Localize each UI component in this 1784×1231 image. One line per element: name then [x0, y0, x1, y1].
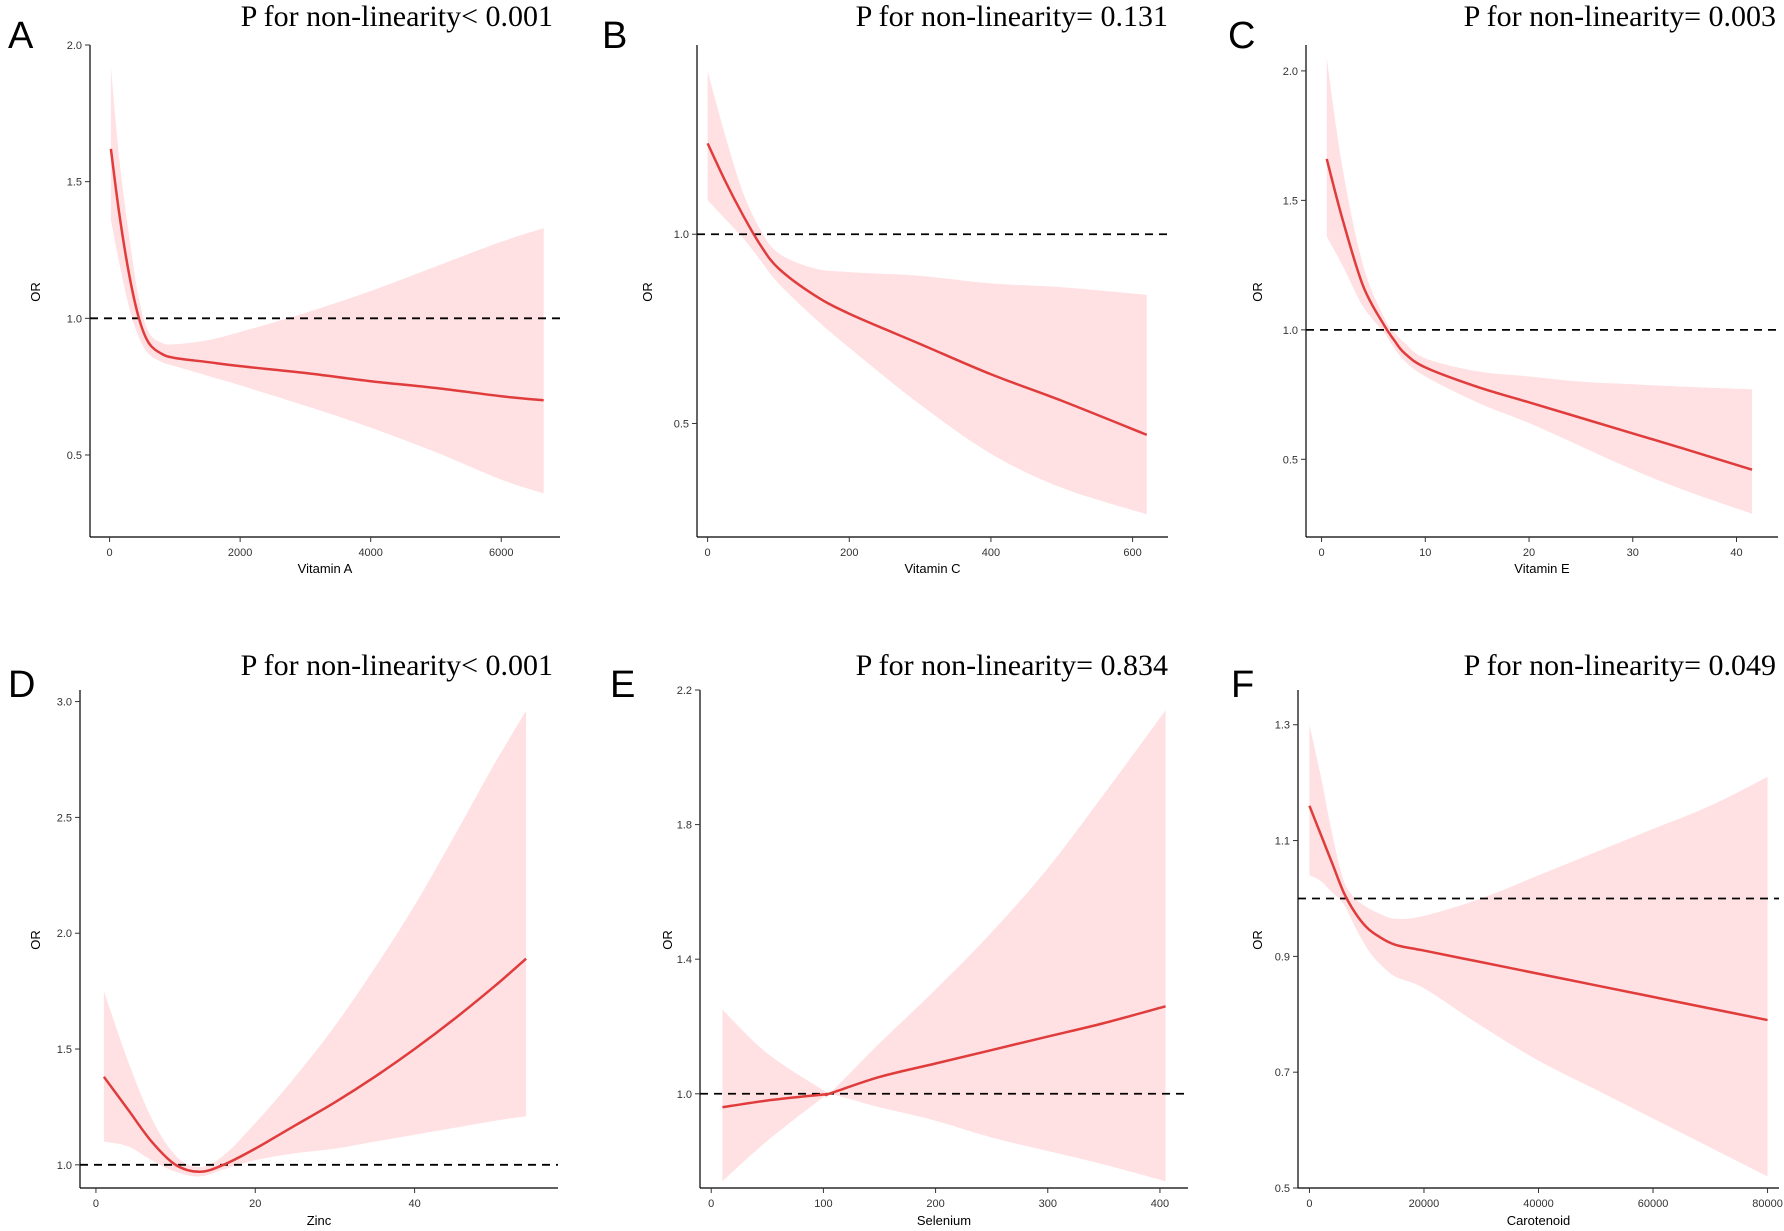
- y-tick-label-e: 1.0: [677, 1089, 692, 1101]
- ci-band-f: [1309, 724, 1768, 1177]
- y-tick-label-a: 1.0: [67, 313, 82, 325]
- y-axis-title-d: OR: [28, 930, 43, 950]
- x-tick-label-b: 0: [705, 547, 711, 559]
- x-tick-label-e: 300: [1039, 1198, 1057, 1210]
- x-tick-label-b: 200: [840, 547, 858, 559]
- y-axis-title-a: OR: [28, 282, 43, 302]
- y-tick-label-e: 2.2: [677, 685, 692, 697]
- x-tick-label-c: 40: [1730, 547, 1742, 559]
- panel-a: 0 2000 4000 6000 0.5 1.0 1.5 2.0 Vitamin A OR A P f…: [8, 0, 560, 576]
- x-tick-label-f: 20000: [1409, 1198, 1440, 1210]
- x-tick-label-a: 6000: [489, 547, 513, 559]
- y-tick-label-d: 2.0: [57, 928, 72, 940]
- x-tick-label-e: 200: [926, 1198, 944, 1210]
- y-axis-title-f: OR: [1250, 930, 1265, 950]
- x-axis-title-c: Vitamin E: [1514, 561, 1570, 576]
- or-curve-a: [109, 148, 544, 402]
- x-axis-title-a: Vitamin A: [298, 561, 353, 576]
- ci-band-e: [722, 710, 1166, 1182]
- ci-band-a: [110, 66, 544, 494]
- x-tick-label-b: 400: [982, 547, 1000, 559]
- p-nonlinearity-a: P for non-linearity< 0.001: [241, 0, 553, 33]
- x-tick-label-c: 10: [1419, 547, 1431, 559]
- p-nonlinearity-c: P for non-linearity= 0.003: [1464, 0, 1776, 33]
- p-nonlinearity-d: P for non-linearity< 0.001: [241, 649, 553, 682]
- x-axis-title-d: Zinc: [307, 1213, 332, 1228]
- y-tick-label-e: 1.4: [677, 954, 692, 966]
- x-tick-label-e: 400: [1151, 1198, 1169, 1210]
- x-tick-label-d: 40: [408, 1198, 420, 1210]
- x-axis-title-f: Carotenoid: [1507, 1213, 1571, 1228]
- panel-b: 0 200 400 600 0.5 1.0 Vitamin C OR B P for non-li…: [602, 0, 1168, 576]
- y-tick-label-c: 1.0: [1283, 325, 1298, 337]
- y-tick-label-f: 0.5: [1275, 1183, 1290, 1195]
- p-nonlinearity-b: P for non-linearity= 0.131: [856, 0, 1168, 33]
- panel-letter-c: C: [1228, 15, 1255, 57]
- y-tick-label-e: 1.8: [677, 820, 692, 832]
- y-tick-label-d: 1.5: [57, 1044, 72, 1056]
- panel-letter-d: D: [8, 664, 35, 706]
- x-axis-title-e: Selenium: [917, 1213, 971, 1228]
- x-tick-label-a: 2000: [228, 547, 252, 559]
- y-tick-label-c: 1.5: [1283, 195, 1298, 207]
- or-curve-b: [706, 142, 1148, 436]
- x-tick-label-c: 30: [1627, 547, 1639, 559]
- or-curve-e: [722, 1005, 1166, 1109]
- or-curve-c: [1325, 158, 1753, 471]
- or-curve-d: [102, 957, 527, 1174]
- y-tick-label-f: 1.1: [1275, 836, 1290, 848]
- x-tick-label-e: 0: [708, 1198, 714, 1210]
- y-tick-label-a: 0.5: [67, 450, 82, 462]
- ci-band-b: [707, 71, 1147, 515]
- x-tick-label-e: 100: [814, 1198, 832, 1210]
- panel-letter-a: A: [8, 15, 34, 57]
- y-axis-title-b: OR: [640, 282, 655, 302]
- x-tick-label-c: 20: [1523, 547, 1535, 559]
- panel-letter-f: F: [1231, 664, 1254, 706]
- panel-d: 0 20 40 1.0 1.5 2.0 2.5 3.0 Zinc OR D P for non-lin…: [8, 649, 558, 1228]
- p-nonlinearity-f: P for non-linearity= 0.049: [1464, 649, 1776, 682]
- panel-c: 0 10 20 30 40 0.5 1.0 1.5 2.0 Vitamin E OR C P for n…: [1228, 0, 1778, 576]
- x-tick-label-f: 0: [1306, 1198, 1312, 1210]
- panel-f: 0 20000 40000 60000 80000 0.5 0.7 0.9 1.1 1.3 Caro…: [1231, 649, 1783, 1228]
- y-tick-label-b: 1.0: [674, 229, 689, 241]
- y-tick-label-f: 0.7: [1275, 1067, 1290, 1079]
- y-tick-label-f: 1.3: [1275, 720, 1290, 732]
- or-curve-f: [1308, 805, 1768, 1022]
- x-tick-label-f: 80000: [1752, 1198, 1783, 1210]
- x-tick-label-d: 20: [249, 1198, 261, 1210]
- y-axis-title-e: OR: [660, 930, 675, 950]
- y-tick-label-c: 0.5: [1283, 454, 1298, 466]
- y-tick-label-d: 3.0: [57, 697, 72, 709]
- x-tick-label-a: 0: [107, 547, 113, 559]
- y-tick-label-f: 0.9: [1275, 951, 1290, 963]
- ci-band-c: [1326, 57, 1753, 514]
- y-tick-label-a: 1.5: [67, 177, 82, 189]
- panel-letter-e: E: [610, 664, 635, 706]
- x-tick-label-a: 4000: [358, 547, 382, 559]
- x-axis-title-b: Vitamin C: [904, 561, 960, 576]
- y-tick-label-d: 2.5: [57, 812, 72, 824]
- y-tick-label-a: 2.0: [67, 40, 82, 52]
- p-nonlinearity-e: P for non-linearity= 0.834: [856, 649, 1168, 682]
- x-tick-label-f: 40000: [1523, 1198, 1554, 1210]
- y-axis-title-c: OR: [1250, 282, 1265, 302]
- x-tick-label-c: 0: [1318, 547, 1324, 559]
- y-tick-label-c: 2.0: [1283, 66, 1298, 78]
- panel-e: 0 100 200 300 400 1.0 1.4 1.8 2.2 Selenium OR E P fo…: [610, 649, 1188, 1228]
- y-tick-label-d: 1.0: [57, 1160, 72, 1172]
- y-tick-label-b: 0.5: [674, 418, 689, 430]
- ci-band-d: [103, 710, 527, 1177]
- x-tick-label-f: 60000: [1638, 1198, 1669, 1210]
- x-tick-label-d: 0: [93, 1198, 99, 1210]
- panel-letter-b: B: [602, 15, 627, 57]
- x-tick-label-b: 600: [1123, 547, 1141, 559]
